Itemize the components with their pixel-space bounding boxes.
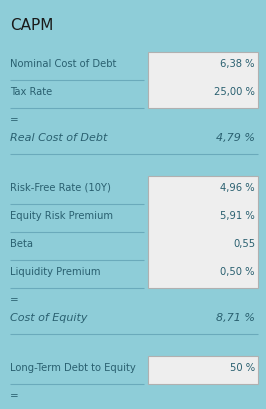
Text: =: = [10, 115, 19, 125]
Text: 4,96 %: 4,96 % [220, 182, 255, 193]
Text: 0,55: 0,55 [233, 238, 255, 248]
Bar [148, 356, 258, 384]
Text: Long-Term Debt to Equity: Long-Term Debt to Equity [10, 362, 136, 372]
Text: WACC: WACC [10, 408, 44, 409]
Text: =: = [10, 390, 19, 400]
Text: Liquidity Premium: Liquidity Premium [10, 266, 101, 276]
Text: Risk-Free Rate (10Y): Risk-Free Rate (10Y) [10, 182, 111, 193]
Bar [148, 177, 258, 288]
Text: 5,91 %: 5,91 % [220, 211, 255, 220]
Text: 50 %: 50 % [230, 362, 255, 372]
Bar [148, 53, 258, 109]
Text: 8,71 %: 8,71 % [216, 312, 255, 322]
Text: =: = [10, 294, 19, 304]
Text: 6,38 %: 6,38 % [221, 59, 255, 69]
Text: Beta: Beta [10, 238, 33, 248]
Text: Tax Rate: Tax Rate [10, 87, 52, 97]
Text: 0,50 %: 0,50 % [221, 266, 255, 276]
Text: Equity Risk Premium: Equity Risk Premium [10, 211, 113, 220]
Text: Cost of Equity: Cost of Equity [10, 312, 88, 322]
Text: 6,75 %: 6,75 % [216, 408, 255, 409]
Text: CAPM: CAPM [10, 18, 53, 33]
Text: 4,79 %: 4,79 % [216, 133, 255, 143]
Text: 25,00 %: 25,00 % [214, 87, 255, 97]
Text: Real Cost of Debt: Real Cost of Debt [10, 133, 107, 143]
Text: Nominal Cost of Debt: Nominal Cost of Debt [10, 59, 117, 69]
